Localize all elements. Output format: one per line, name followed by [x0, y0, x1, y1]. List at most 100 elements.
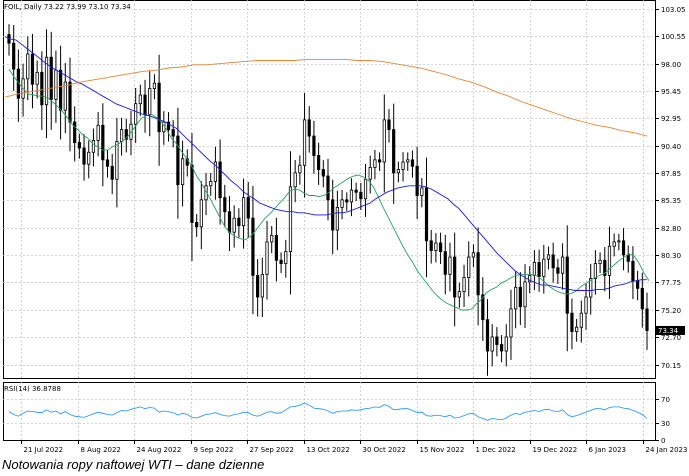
candle-up	[134, 103, 138, 125]
candle-down	[331, 199, 335, 231]
candle-up	[401, 161, 405, 170]
candle-down	[218, 161, 222, 199]
candle-up	[382, 119, 386, 163]
candle-down	[12, 42, 16, 70]
ma-mid-line	[4, 36, 647, 291]
candle-up	[396, 169, 400, 174]
candle-up	[607, 245, 612, 276]
price-tick-label: 92.95	[661, 115, 681, 123]
candle-up	[523, 281, 527, 308]
candle-up	[241, 197, 246, 227]
rsi-tick-label: 70	[661, 396, 670, 404]
candle-down	[570, 312, 574, 332]
candle-up	[152, 82, 157, 89]
candle-down	[392, 129, 396, 174]
candle-down	[631, 260, 635, 282]
x-tick-label: 21 Jul 2022	[24, 446, 64, 454]
candle-down	[387, 119, 391, 130]
candle-up	[368, 166, 372, 180]
candle-down	[279, 259, 283, 264]
candle-up	[504, 336, 508, 352]
price-tick-label: 80.30	[661, 252, 681, 260]
candle-up	[213, 161, 218, 182]
x-tick-label: 13 Oct 2022	[307, 446, 350, 454]
candle-down	[317, 155, 321, 170]
x-tick-label: 27 Sep 2022	[250, 446, 294, 454]
candle-down	[565, 256, 569, 314]
rsi-line	[8, 402, 648, 421]
candle-down	[621, 240, 626, 256]
candle-down	[603, 259, 607, 276]
candle-down	[68, 81, 72, 123]
candle-up	[284, 251, 288, 264]
candle-down	[30, 53, 35, 85]
candle-up	[209, 181, 213, 187]
candle-down	[410, 159, 415, 167]
candle-down	[227, 211, 232, 233]
candle-up	[335, 206, 339, 231]
candle-down	[537, 262, 541, 277]
candle-up	[96, 124, 100, 141]
price-frame	[3, 0, 656, 379]
candle-up	[302, 119, 307, 166]
candle-down	[176, 135, 180, 186]
candle-up	[265, 241, 269, 275]
candle-up	[598, 259, 602, 264]
rsi-title: RSI(14) 36.8788	[4, 385, 61, 393]
x-tick-label: 24 Jan 2023	[646, 446, 688, 454]
candle-up	[26, 53, 30, 80]
price-tick-label: 98.00	[661, 61, 681, 69]
price-tick-label: 85.35	[661, 197, 681, 205]
candle-up	[288, 186, 293, 253]
candle-down	[551, 254, 555, 269]
candle-up	[579, 312, 583, 328]
rsi-tick-label: 0	[661, 437, 665, 445]
candle-down	[354, 189, 358, 193]
price-tick-label: 72.70	[661, 334, 681, 342]
candle-up	[617, 240, 621, 243]
candle-down	[645, 308, 649, 331]
candle-up	[528, 274, 532, 283]
candle-up	[373, 159, 377, 168]
candle-up	[542, 258, 546, 277]
candle-up	[434, 242, 438, 251]
candle-down	[40, 71, 44, 106]
candle-up	[593, 263, 597, 280]
candle-down	[256, 274, 260, 298]
candle-down	[640, 287, 644, 310]
x-tick-label: 19 Dec 2022	[533, 446, 578, 454]
rsi-panel: 70 30 0	[3, 382, 670, 445]
candle-up	[532, 262, 537, 276]
price-tick-label: 70.15	[661, 362, 681, 370]
candle-down	[424, 187, 429, 242]
x-tick-label: 24 Aug 2022	[137, 446, 182, 454]
candle-up	[115, 141, 119, 180]
candle-down	[485, 319, 490, 352]
candle-up	[490, 336, 494, 352]
candle-down	[166, 121, 171, 131]
candle-down	[481, 294, 485, 321]
candle-down	[443, 251, 447, 275]
candle-down	[59, 69, 63, 111]
candle-down	[77, 142, 81, 149]
candle-down	[626, 254, 630, 262]
price-title: FOIL, Daily 73.22 73.99 73.10 73.34	[4, 3, 131, 11]
candle-up	[260, 273, 264, 298]
candle-up	[232, 217, 236, 233]
candle-down	[171, 129, 175, 137]
x-tick-label: 8 Aug 2022	[81, 446, 121, 454]
ma-fast-line	[8, 68, 650, 311]
candle-up	[546, 254, 551, 260]
candle-up	[91, 139, 96, 153]
last-price-label: 73.34	[658, 327, 679, 335]
candle-up	[420, 187, 424, 196]
rsi-tick-label: 30	[661, 420, 670, 428]
candle-down	[476, 252, 480, 296]
candle-down	[251, 217, 255, 276]
candle-up	[270, 235, 274, 243]
candle-up	[560, 256, 565, 274]
candle-up	[349, 189, 354, 203]
rsi-frame	[3, 382, 656, 441]
candle-down	[556, 267, 560, 274]
